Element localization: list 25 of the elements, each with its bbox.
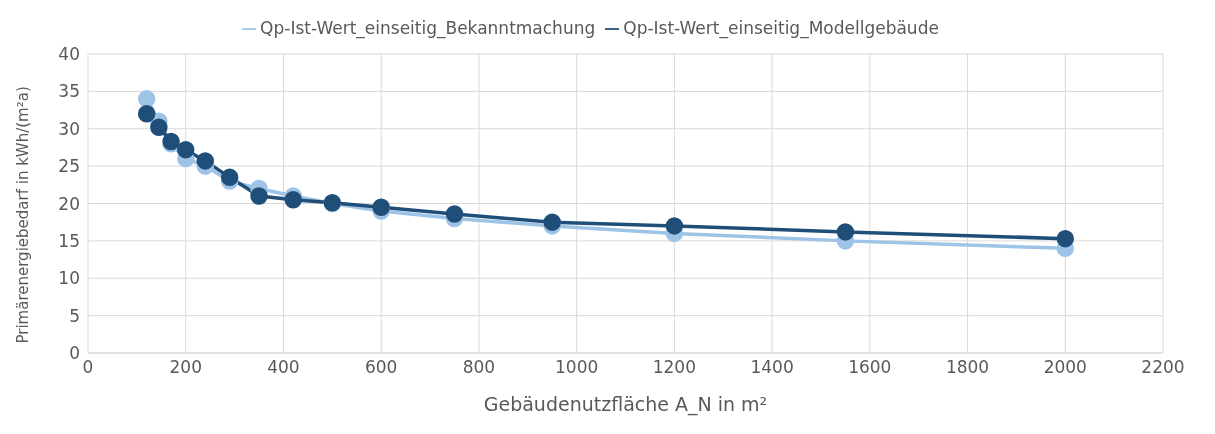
y-tick-label: 10: [58, 268, 80, 289]
x-tick-label: 1200: [652, 357, 696, 378]
x-tick-label: 1600: [848, 357, 892, 378]
x-tick-label: 1800: [945, 357, 990, 378]
y-tick-label: 30: [58, 118, 80, 139]
x-tick-label: 200: [169, 357, 202, 378]
x-tick-label: 2000: [1043, 357, 1087, 378]
y-axis-title: Primärenergiebedarf in kWh/(m²a): [14, 86, 33, 344]
y-tick-label: 5: [69, 305, 80, 326]
y-tick-label: 40: [58, 44, 80, 65]
y-tick-label: 20: [58, 193, 80, 214]
legend-label: Qp-Ist-Wert_einseitig_Bekanntmachung: [260, 18, 596, 38]
legend-label: Qp-Ist-Wert_einseitig_Modellgebäude: [623, 18, 939, 38]
x-tick-label: 1400: [750, 357, 794, 378]
x-tick-label: 0: [82, 357, 94, 378]
y-tick-label: 15: [58, 230, 80, 251]
x-axis-title: Gebäudenutzfläche A_N in m²: [483, 393, 768, 416]
x-tick-label: 1000: [555, 357, 599, 378]
x-tick-label: 400: [267, 357, 300, 378]
y-tick-label: 0: [69, 343, 80, 364]
x-tick-label: 800: [462, 357, 496, 378]
y-tick-label: 25: [58, 156, 80, 177]
x-tick-label: 600: [364, 357, 398, 378]
x-tick-label: 2200: [1141, 357, 1185, 378]
y-tick-label: 35: [58, 81, 80, 102]
